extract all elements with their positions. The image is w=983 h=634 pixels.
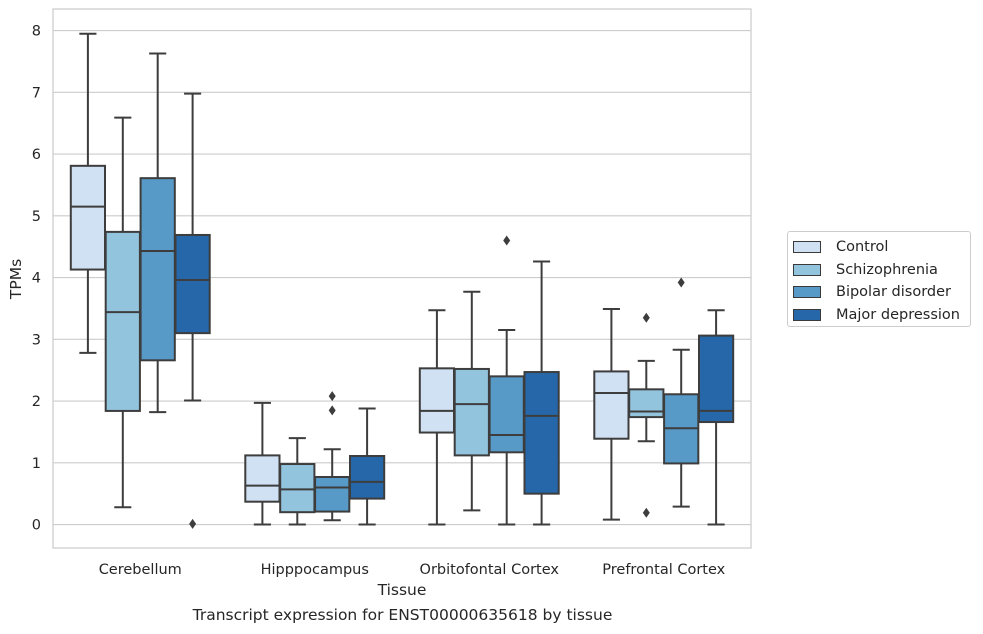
y-tick-label: 0: [32, 518, 41, 534]
legend-label: Schizophrenia: [836, 261, 938, 278]
x-tick-labels: Cerebellum Hipppocampus Orbitofontal Corte…: [99, 562, 726, 578]
legend-swatch: [793, 241, 821, 254]
legend-swatch: [793, 263, 821, 276]
box-series: [69, 32, 735, 529]
box: [697, 334, 735, 424]
box: [314, 475, 351, 513]
legend-label: Bipolar disorder: [836, 284, 951, 301]
legend-item: Control: [793, 236, 970, 259]
outlier-point: [328, 405, 336, 416]
y-tick-label: 5: [32, 209, 41, 225]
x-tick-label: Cerebellum: [99, 562, 182, 578]
outlier-point: [642, 507, 650, 518]
legend-label: Major depression: [836, 306, 960, 323]
legend-item: Bipolar disorder: [793, 281, 970, 304]
x-tick-label: Prefrontal Cortex: [602, 562, 725, 578]
box: [523, 371, 560, 495]
y-axis-label: TPMs: [7, 259, 25, 300]
box: [139, 177, 176, 362]
legend-item: Schizophrenia: [793, 259, 970, 282]
y-tick-label: 2: [32, 394, 41, 410]
box: [488, 375, 525, 454]
box: [628, 388, 665, 419]
legend: Control Schizophrenia Bipolar disorder Majo…: [787, 231, 971, 327]
outlier-point: [189, 518, 197, 529]
outlier-point: [503, 235, 511, 246]
box: [418, 367, 456, 434]
box: [174, 233, 211, 335]
box: [69, 164, 107, 271]
y-tick-label: 1: [32, 456, 41, 472]
legend-swatch: [793, 286, 821, 299]
y-tick-label: 6: [32, 147, 41, 163]
x-tick-label: Hipppocampus: [261, 562, 369, 578]
y-tick-label: 3: [32, 332, 41, 348]
outlier-point: [642, 312, 650, 323]
y-tick-label: 7: [32, 85, 41, 101]
legend-swatch: [793, 308, 821, 321]
legend-item: Major depression: [793, 304, 970, 327]
y-tick-labels: 0 1 2 3 4 5 6 7 8: [32, 24, 41, 534]
outlier-point: [328, 391, 336, 402]
box: [104, 230, 141, 412]
y-tick-label: 4: [32, 271, 41, 287]
box: [593, 370, 630, 440]
outlier-point: [677, 277, 685, 288]
plot-frame: [52, 8, 752, 549]
x-axis-label: Tissue: [377, 581, 427, 599]
box: [279, 463, 316, 514]
box: [348, 455, 386, 500]
y-tick-label: 8: [32, 24, 41, 40]
box: [244, 454, 281, 503]
chart-caption: Transcript expression for ENST0000063561…: [192, 606, 613, 624]
legend-label: Control: [836, 239, 889, 256]
box: [453, 367, 490, 457]
x-tick-label: Orbitofontal Cortex: [420, 562, 560, 578]
